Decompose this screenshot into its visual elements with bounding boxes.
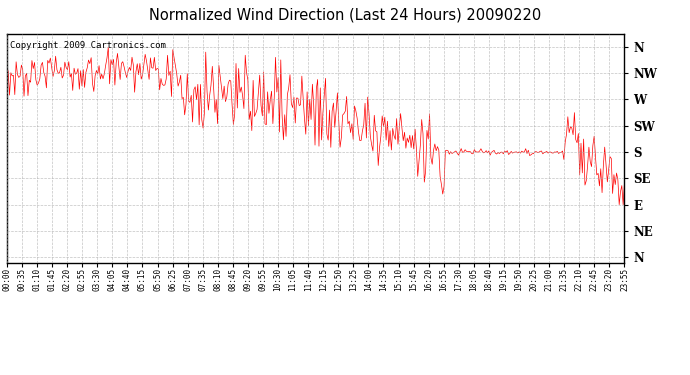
- Text: Copyright 2009 Cartronics.com: Copyright 2009 Cartronics.com: [10, 40, 166, 50]
- Text: Normalized Wind Direction (Last 24 Hours) 20090220: Normalized Wind Direction (Last 24 Hours…: [149, 8, 541, 22]
